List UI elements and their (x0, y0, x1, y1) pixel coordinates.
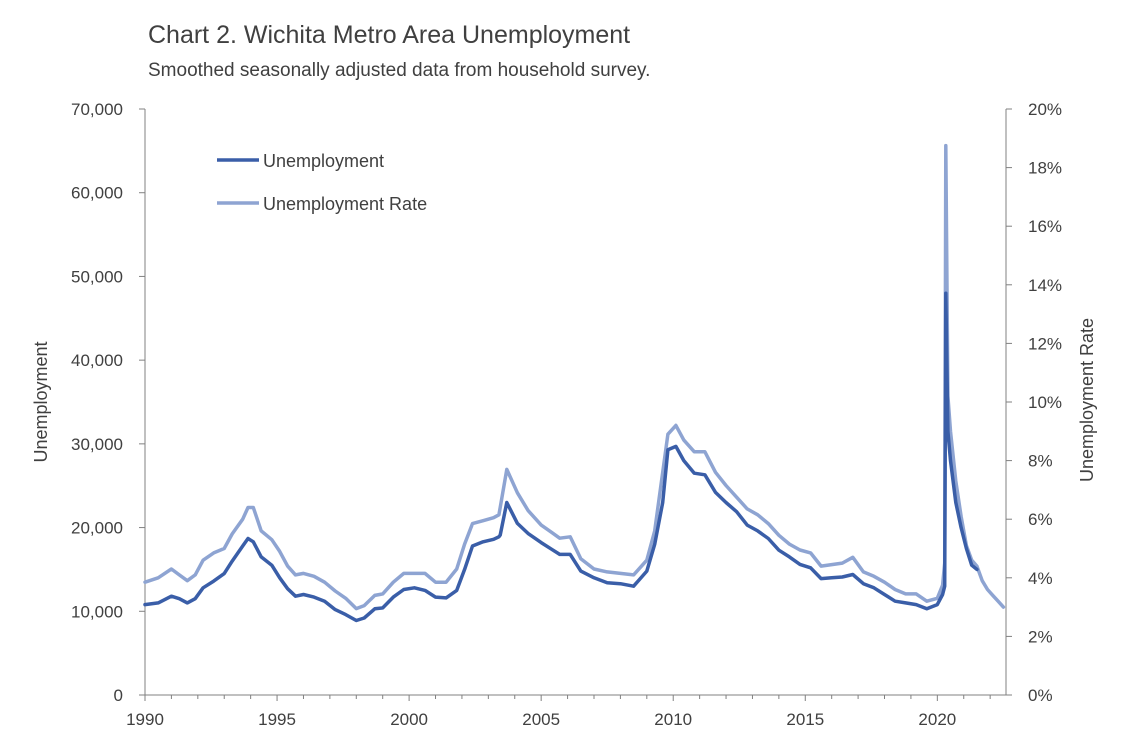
y-tick-label: 10,000 (71, 602, 123, 621)
y2-tick-label: 8% (1028, 452, 1053, 471)
y-tick-label: 70,000 (71, 100, 123, 119)
x-tick-label: 2020 (918, 710, 956, 729)
y2-ticks: 0% 2% 4% 6% 8% 10% 12% 14% 16% 18% 20% (1006, 100, 1062, 705)
x-tick-label: 1995 (258, 710, 296, 729)
chart-subtitle: Smoothed seasonally adjusted data from h… (148, 60, 650, 81)
legend: Unemployment Unemployment Rate (217, 151, 427, 214)
series-line-unemployment (143, 291, 979, 623)
y2-tick-label: 14% (1028, 276, 1062, 295)
series-line-unemployment-rate (143, 143, 1006, 611)
x-tick-label: 2000 (390, 710, 428, 729)
series-layer (143, 143, 1006, 623)
x-tick-label: 2010 (654, 710, 692, 729)
legend-label-unemployment-rate: Unemployment Rate (263, 194, 427, 214)
x-tick-label: 2015 (786, 710, 824, 729)
y2-tick-label: 6% (1028, 510, 1053, 529)
y-axis-title: Unemployment (31, 341, 51, 462)
y-tick-label: 30,000 (71, 435, 123, 454)
y-tick-label: 50,000 (71, 267, 123, 286)
chart-title: Chart 2. Wichita Metro Area Unemployment (148, 21, 630, 49)
y2-axis-title: Unemployment Rate (1077, 318, 1097, 482)
y2-tick-label: 10% (1028, 393, 1062, 412)
y-tick-label: 0 (114, 686, 123, 705)
legend-label-unemployment: Unemployment (263, 151, 384, 171)
y2-tick-label: 4% (1028, 569, 1053, 588)
y2-tick-label: 18% (1028, 159, 1062, 178)
y-tick-label: 60,000 (71, 184, 123, 203)
x-tick-label: 2005 (522, 710, 560, 729)
y-tick-label: 20,000 (71, 519, 123, 538)
x-ticks: 1990 1995 2000 2005 2010 2015 2020 (126, 695, 991, 729)
y2-tick-label: 2% (1028, 627, 1053, 646)
y2-tick-label: 16% (1028, 217, 1062, 236)
y2-tick-label: 12% (1028, 334, 1062, 353)
y2-tick-label: 0% (1028, 686, 1053, 705)
y2-tick-label: 20% (1028, 100, 1062, 119)
x-tick-label: 1990 (126, 710, 164, 729)
y-ticks: 0 10,000 20,000 30,000 40,000 50,000 60,000 70,… (71, 100, 145, 705)
y-tick-label: 40,000 (71, 351, 123, 370)
